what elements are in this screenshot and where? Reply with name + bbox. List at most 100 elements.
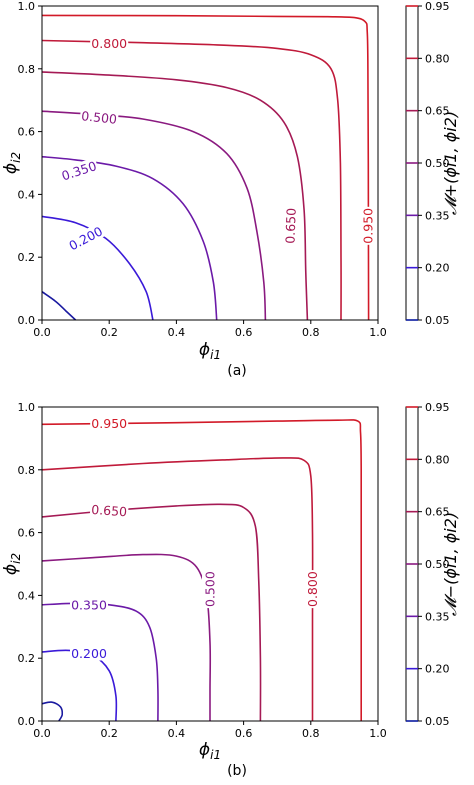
contour-label: 0.650 <box>91 502 128 519</box>
colorbar-tick-label: 0.05 <box>425 314 450 327</box>
x-tick-label: 0.4 <box>168 727 186 740</box>
contour-line-0.95 <box>41 419 363 721</box>
y-axis-label: ϕi2 <box>1 152 23 174</box>
contour-label-bg <box>90 35 129 51</box>
contour-label-group: 0.500 <box>79 107 119 127</box>
panel-caption: (a) <box>227 363 247 379</box>
x-tick-label: 0.4 <box>168 326 186 339</box>
contour-line-0.2 <box>41 215 154 321</box>
contour-label: 0.950 <box>91 416 127 431</box>
contour-label-group: 0.500 <box>202 570 218 609</box>
contour-label-group: 0.800 <box>90 35 129 51</box>
contour-line-0.5 <box>41 553 212 721</box>
plot-frame <box>41 5 379 321</box>
contour-label-group: 0.350 <box>58 157 100 184</box>
colorbar-tick-label: 0.50 <box>425 558 450 571</box>
contour-label: 0.350 <box>60 158 99 183</box>
colorbar-tick-label: 0.35 <box>425 209 450 222</box>
contour-label: 0.350 <box>71 597 107 612</box>
colorbar-tick-label: 0.80 <box>425 52 450 65</box>
contour-label: 0.500 <box>81 108 118 127</box>
contour-label-group: 0.650 <box>89 501 129 519</box>
contour-label-bg <box>304 570 320 609</box>
y-tick-label: 0.8 <box>18 464 36 477</box>
contour-label-bg <box>58 157 100 184</box>
contour-panel-b: 0.200 0.350 0.500 0.650 0.800 0.950 0.0 0.2 0.4 0… <box>1 401 460 779</box>
x-tick-label: 0.2 <box>100 727 118 740</box>
x-tick-label: 0.0 <box>33 727 51 740</box>
contour-label-bg <box>65 222 106 254</box>
plot-frame <box>41 406 379 722</box>
colorbar-tick-label: 0.80 <box>425 453 450 466</box>
panel-caption: (b) <box>227 763 247 779</box>
colorbar-tick-label: 0.20 <box>425 663 450 676</box>
y-axis-label: ϕi2 <box>1 553 23 575</box>
colorbar-tick-label: 0.35 <box>425 610 450 623</box>
contour-line-0.35 <box>41 602 159 722</box>
colorbar-label: 𝓜+(ϕi1, ϕi2) <box>441 111 460 215</box>
contour-label: 0.650 <box>282 208 298 244</box>
contour-label-bg <box>70 645 108 661</box>
contour-line-0.65 <box>41 503 262 722</box>
contour-line-0.8 <box>41 39 342 321</box>
contour-line-0.05 <box>41 701 64 722</box>
x-tick-label: 0.0 <box>33 326 51 339</box>
contour-label: 0.800 <box>305 571 320 607</box>
x-tick-label: 0.6 <box>235 326 253 339</box>
x-axis-label: ϕi1 <box>199 740 221 762</box>
x-tick-label: 0.2 <box>100 326 118 339</box>
contour-label: 0.800 <box>91 36 127 51</box>
contour-label: 0.500 <box>203 571 218 607</box>
x-tick-label: 1.0 <box>369 727 387 740</box>
contour-line-0.05 <box>41 291 77 321</box>
contour-label-group: 0.800 <box>304 570 320 609</box>
contour-label-bg <box>89 501 129 519</box>
contour-label-bg <box>90 415 129 431</box>
y-tick-label: 0.0 <box>18 314 36 327</box>
contour-label-group: 0.200 <box>70 645 108 661</box>
contour-line-0.5 <box>41 110 267 321</box>
contour-label-bg <box>359 206 375 245</box>
contour-label-group: 0.650 <box>281 206 299 246</box>
colorbar-label: 𝓜−(ϕi1, ϕi2) <box>441 512 460 616</box>
y-tick-label: 1.0 <box>18 401 36 414</box>
colorbar-tick-label: 0.65 <box>425 506 450 519</box>
contour-label: 0.200 <box>71 646 107 661</box>
y-tick-label: 0.0 <box>18 715 36 728</box>
contour-label: 0.200 <box>66 223 105 253</box>
y-tick-label: 0.8 <box>18 63 36 76</box>
colorbar-tick-label: 0.05 <box>425 715 450 728</box>
colorbar-tick-label: 0.50 <box>425 157 450 170</box>
contour-label-group: 0.950 <box>359 206 375 245</box>
contour-label-bg <box>79 107 119 127</box>
contour-label-bg <box>70 596 108 612</box>
y-tick-label: 0.6 <box>18 527 36 540</box>
colorbar-tick-label: 0.95 <box>425 0 450 13</box>
x-tick-label: 1.0 <box>369 326 387 339</box>
contour-line-0.95 <box>41 14 370 321</box>
x-tick-label: 0.8 <box>302 727 320 740</box>
y-tick-label: 0.4 <box>18 188 36 201</box>
contour-panel-a: 0.200 0.350 0.500 0.650 0.800 0.950 0.0 0.2 0.4 0… <box>1 0 460 379</box>
colorbar-tick-label: 0.65 <box>425 105 450 118</box>
colorbar-tick-label: 0.20 <box>425 262 450 275</box>
contour-line-0.35 <box>41 155 218 321</box>
contour-label: 0.950 <box>360 208 375 244</box>
x-axis-label: ϕi1 <box>199 340 221 362</box>
contour-line-0.8 <box>41 457 314 722</box>
contour-line-0.2 <box>41 649 118 722</box>
colorbar-tick-label: 0.95 <box>425 401 450 414</box>
y-tick-label: 0.4 <box>18 589 36 602</box>
contour-label-bg <box>202 570 217 609</box>
contour-line-0.65 <box>41 71 309 321</box>
contour-label-group: 0.350 <box>70 596 108 612</box>
y-tick-label: 0.2 <box>18 652 36 665</box>
y-tick-label: 0.2 <box>18 251 36 264</box>
x-tick-label: 0.6 <box>235 727 253 740</box>
contour-label-bg <box>281 206 299 246</box>
y-tick-label: 0.6 <box>18 126 36 139</box>
contour-label-group: 0.950 <box>90 415 129 431</box>
y-tick-label: 1.0 <box>18 0 36 13</box>
x-tick-label: 0.8 <box>302 326 320 339</box>
